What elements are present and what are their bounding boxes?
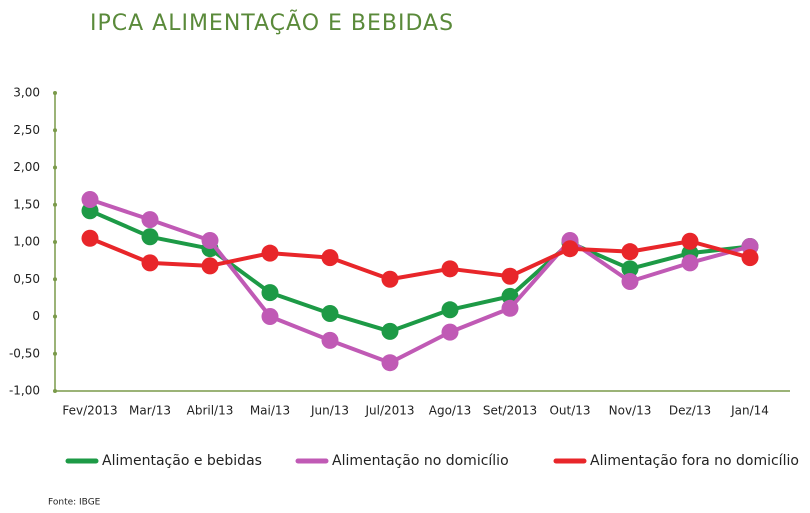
- point: [561, 240, 579, 258]
- point: [501, 267, 519, 285]
- point: [381, 270, 399, 288]
- point: [621, 260, 639, 278]
- point: [81, 191, 99, 209]
- point: [501, 299, 519, 317]
- y-tick-mark: [53, 240, 57, 244]
- y-tick-label: -1,00: [9, 384, 40, 398]
- y-tick-mark: [53, 314, 57, 319]
- x-tick-label: Mar/13: [129, 404, 171, 418]
- x-tick-label: Fev/2013: [62, 404, 117, 418]
- point: [261, 284, 279, 302]
- point: [441, 260, 459, 278]
- point: [381, 322, 399, 340]
- point: [441, 323, 459, 341]
- y-tick-mark: [53, 128, 57, 133]
- y-tick-mark: [53, 389, 57, 393]
- y-tick-label: 2,50: [13, 123, 40, 137]
- point: [681, 254, 699, 272]
- x-tick-label: Jul/2013: [364, 404, 414, 418]
- point: [621, 272, 639, 290]
- point: [261, 244, 279, 262]
- point: [621, 243, 639, 261]
- x-tick-label: Ago/13: [429, 404, 471, 418]
- point: [201, 232, 219, 250]
- point: [321, 249, 339, 267]
- point: [681, 232, 699, 250]
- chart-title: IPCA ALIMENTAÇÃO E BEBIDAS: [90, 9, 454, 36]
- point: [81, 229, 99, 247]
- source: Fonte: IBGE: [48, 498, 101, 508]
- series-line: [89, 236, 751, 282]
- y-tick-label: 1,50: [13, 197, 40, 211]
- point: [141, 228, 159, 246]
- legend-label: Alimentação fora no domicílio: [590, 453, 799, 469]
- series-line: [89, 208, 751, 334]
- y-tick-label: 1,00: [13, 235, 40, 249]
- series-line: [89, 197, 751, 365]
- point: [261, 308, 279, 325]
- point: [141, 211, 159, 229]
- point: [741, 249, 759, 267]
- x-tick-label: Set/2013: [483, 404, 537, 418]
- x-tick-label: Dez/13: [669, 404, 711, 418]
- point: [321, 331, 339, 349]
- x-tick-label: Jan/14: [730, 404, 769, 418]
- y-tick-mark: [53, 165, 57, 170]
- y-tick-label: 3,00: [13, 86, 40, 100]
- x-tick-label: Out/13: [549, 404, 590, 418]
- x-tick-label: Mai/13: [250, 404, 290, 418]
- legend-label: Alimentação e bebidas: [102, 453, 262, 469]
- y-tick-label: 0,50: [13, 272, 40, 286]
- y-tick-mark: [53, 91, 57, 95]
- x-tick-label: Abril/13: [187, 404, 234, 418]
- point: [381, 354, 399, 372]
- y-tick-mark: [53, 351, 57, 356]
- y-tick-label: 0: [32, 309, 40, 323]
- point: [141, 254, 159, 272]
- legend-label: Alimentação no domicílio: [332, 453, 509, 469]
- y-tick-mark: [53, 202, 57, 207]
- y-tick-label: 2,00: [13, 160, 40, 174]
- x-tick-label: Jun/13: [310, 404, 349, 418]
- point: [201, 257, 219, 275]
- y-tick-label: -0,50: [9, 346, 40, 360]
- point: [441, 301, 459, 319]
- y-tick-mark: [53, 277, 57, 282]
- x-tick-label: Nov/13: [609, 404, 652, 418]
- point: [321, 305, 339, 323]
